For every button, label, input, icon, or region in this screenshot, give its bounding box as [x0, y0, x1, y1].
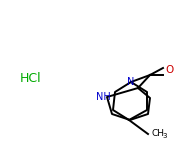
- Text: N: N: [127, 77, 135, 87]
- Text: CH: CH: [152, 130, 165, 138]
- Text: NH: NH: [96, 92, 110, 102]
- Text: HCl: HCl: [20, 71, 42, 85]
- Text: 3: 3: [162, 133, 167, 139]
- Text: O: O: [166, 65, 174, 75]
